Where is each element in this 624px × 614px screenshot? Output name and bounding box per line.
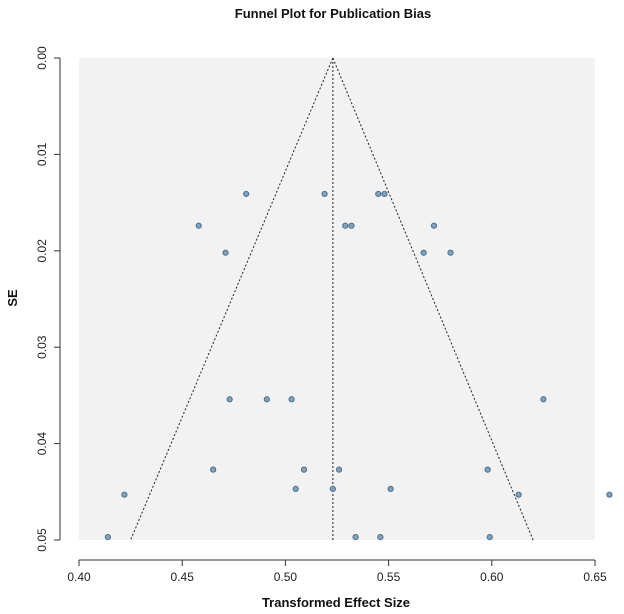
y-tick-label: 0.02 bbox=[35, 239, 49, 263]
data-point bbox=[484, 466, 491, 473]
data-point bbox=[342, 222, 349, 229]
data-point bbox=[420, 249, 427, 256]
data-point bbox=[121, 491, 128, 498]
data-point bbox=[195, 222, 202, 229]
plot-area bbox=[79, 58, 595, 540]
x-tick-label: 0.65 bbox=[583, 570, 607, 584]
x-axis: 0.40 0.45 0.50 0.55 0.60 0.65 bbox=[67, 559, 607, 584]
data-point bbox=[292, 485, 299, 493]
x-tick-label: 0.55 bbox=[377, 570, 401, 584]
data-point bbox=[104, 534, 111, 541]
data-point bbox=[335, 466, 343, 473]
y-tick-label: 0.03 bbox=[35, 335, 49, 359]
chart-title: Funnel Plot for Publication Bias bbox=[235, 6, 431, 21]
data-point bbox=[352, 534, 359, 541]
x-tick-label: 0.50 bbox=[274, 570, 298, 584]
data-point bbox=[263, 396, 270, 403]
y-tick-label: 0.01 bbox=[35, 142, 49, 166]
data-point bbox=[515, 491, 522, 498]
data-point bbox=[348, 222, 355, 229]
data-point bbox=[377, 534, 384, 541]
funnel-lines bbox=[130, 57, 534, 541]
x-tick-label: 0.60 bbox=[480, 570, 504, 584]
y-tick-label: 0.00 bbox=[35, 46, 49, 70]
x-tick-label: 0.40 bbox=[67, 570, 91, 584]
y-tick-label: 0.05 bbox=[35, 528, 49, 552]
y-axis-label: SE bbox=[5, 289, 20, 307]
data-point bbox=[447, 249, 454, 256]
data-point bbox=[387, 485, 394, 493]
data-point bbox=[540, 396, 547, 403]
data-point bbox=[430, 222, 438, 229]
funnel-left-bound bbox=[130, 57, 334, 541]
x-axis-label: Transformed Effect Size bbox=[262, 595, 410, 610]
data-points bbox=[104, 190, 613, 541]
data-point bbox=[381, 190, 388, 198]
data-point bbox=[222, 249, 229, 256]
data-point bbox=[288, 396, 295, 403]
data-point bbox=[375, 190, 382, 198]
data-point bbox=[210, 466, 217, 473]
data-point bbox=[226, 396, 233, 403]
data-point bbox=[329, 485, 336, 493]
y-axis: 0.00 0.01 0.02 0.03 0.04 0.05 bbox=[35, 46, 61, 552]
data-point bbox=[243, 190, 250, 198]
data-point bbox=[606, 491, 613, 498]
y-tick-label: 0.04 bbox=[35, 432, 49, 456]
data-point bbox=[321, 190, 328, 198]
data-point bbox=[300, 466, 308, 473]
data-point bbox=[486, 534, 493, 541]
x-tick-label: 0.45 bbox=[171, 570, 195, 584]
funnel-right-bound bbox=[332, 57, 534, 541]
